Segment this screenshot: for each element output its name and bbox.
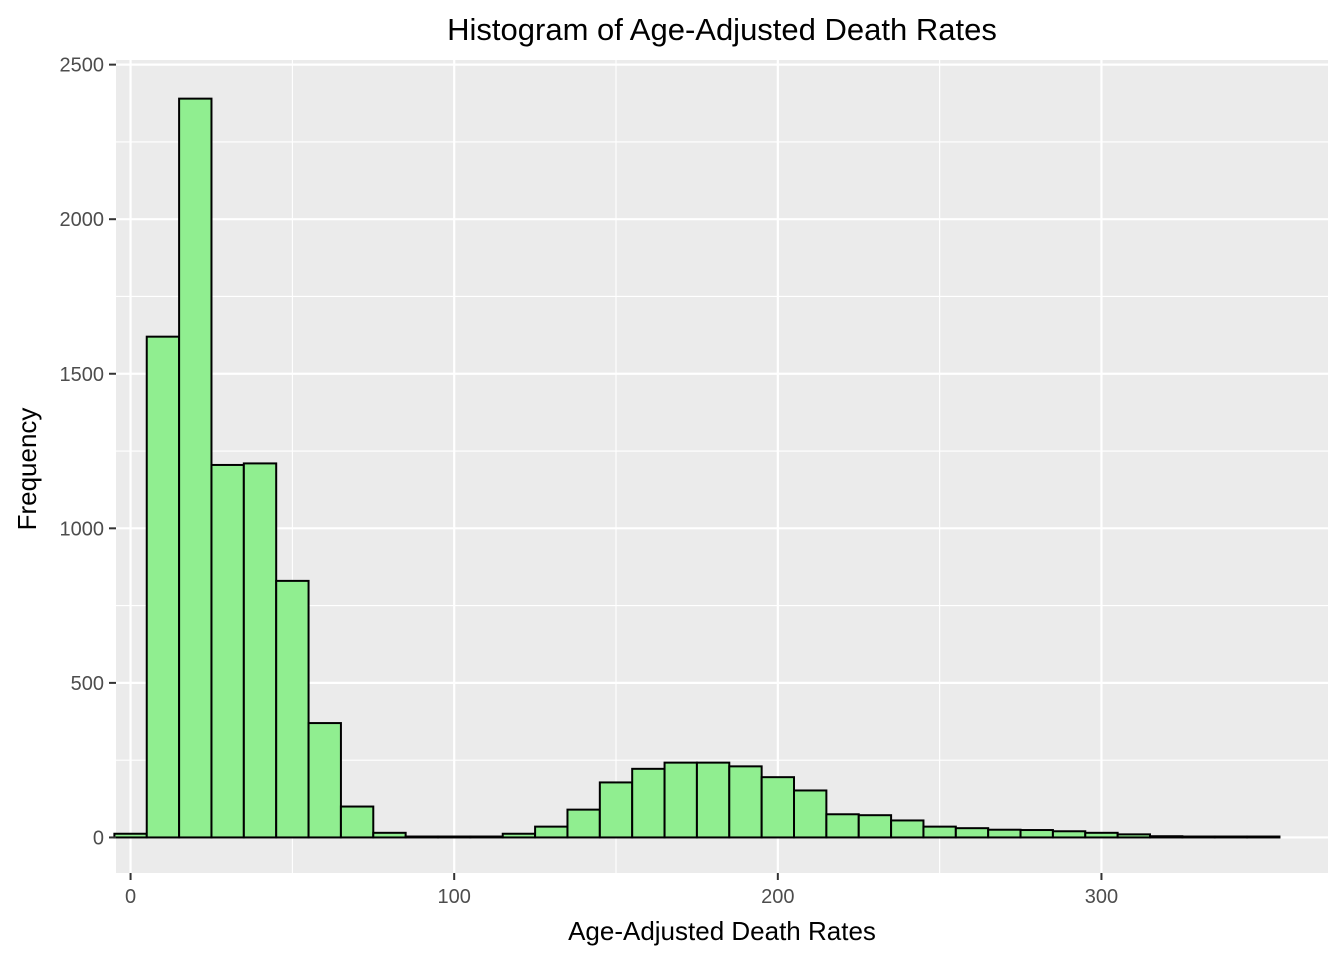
histogram-bar: [437, 835, 472, 839]
histogram-bar: [372, 831, 407, 839]
y-tick-label: 0: [93, 827, 104, 849]
histogram-bar: [631, 767, 666, 839]
y-tick-label: 1500: [60, 364, 105, 386]
histogram-bar: [695, 761, 731, 839]
histogram-bar: [1181, 835, 1216, 839]
histogram-bar: [987, 828, 1022, 839]
y-tick-label: 2000: [60, 209, 105, 231]
histogram-bar: [404, 835, 440, 839]
x-axis-title: Age-Adjusted Death Rates: [568, 916, 876, 946]
histogram-bar: [825, 813, 860, 839]
histogram-bar: [242, 462, 278, 839]
histogram-bar: [728, 765, 763, 839]
histogram-bar: [890, 819, 925, 839]
histogram-bar: [663, 761, 698, 839]
histogram-bar: [954, 827, 990, 839]
y-tick-label: 2500: [60, 55, 105, 77]
histogram-bar: [178, 97, 213, 839]
x-tick-label: 300: [1085, 886, 1118, 908]
histogram-bar: [922, 825, 957, 839]
histogram-bar: [339, 805, 375, 839]
histogram-bar: [760, 776, 796, 839]
histogram-bar: [275, 579, 310, 839]
histogram-bar: [1213, 835, 1249, 839]
x-tick-label: 0: [125, 886, 136, 908]
chart-title: Histogram of Age-Adjusted Death Rates: [447, 12, 997, 47]
y-axis-title: Frequency: [12, 408, 42, 531]
histogram-bar: [793, 789, 828, 839]
y-axis: 0 500 1000 1500 2000 2500: [60, 55, 116, 849]
histogram-bar: [1149, 835, 1184, 839]
histogram-bar: [145, 335, 181, 839]
x-tick-label: 100: [438, 886, 471, 908]
histogram-bar: [210, 463, 245, 839]
histogram-bar: [566, 808, 601, 839]
histogram-bar: [1019, 829, 1054, 839]
histogram-bar: [1246, 835, 1281, 839]
histogram-bar: [113, 832, 148, 839]
histogram-bar: [501, 832, 537, 839]
histogram-bar: [598, 781, 634, 839]
histogram-bars: [113, 97, 1281, 839]
y-tick-label: 500: [71, 673, 104, 695]
histogram-bar: [857, 814, 893, 839]
histogram-bar: [1084, 831, 1119, 839]
major-gridlines: [116, 60, 1328, 873]
histogram-bar: [534, 825, 569, 839]
y-tick-label: 1000: [60, 518, 105, 540]
histogram-bar: [1116, 833, 1152, 839]
histogram-bar: [307, 722, 342, 839]
x-axis: 0 100 200 300: [125, 873, 1118, 908]
histogram-bar: [469, 835, 504, 839]
histogram-bar: [1051, 830, 1087, 839]
x-tick-label: 200: [761, 886, 794, 908]
